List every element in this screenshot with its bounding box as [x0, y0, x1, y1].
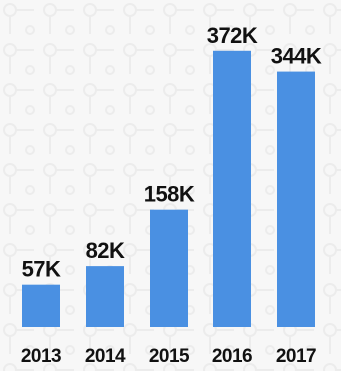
bars-group — [22, 50, 315, 327]
x-tick-label-2013: 2013 — [21, 346, 61, 367]
x-tick-label-2015: 2015 — [149, 346, 190, 367]
data-labels-group: 57K 82K 158K 372K 344K — [22, 23, 323, 282]
data-label-2014: 82K — [86, 238, 125, 263]
x-tick-label-2017: 2017 — [276, 346, 316, 367]
bar-2015 — [150, 209, 188, 327]
bar-2016 — [213, 50, 251, 327]
data-label-2016: 372K — [207, 23, 258, 48]
x-tick-label-2016: 2016 — [212, 346, 252, 367]
x-tick-label-2014: 2014 — [85, 346, 126, 367]
bar-2017 — [277, 71, 315, 327]
bar-2013 — [22, 284, 60, 327]
bar-2014 — [86, 266, 124, 327]
data-label-2015: 158K — [144, 182, 195, 207]
data-label-2013: 57K — [22, 257, 61, 282]
x-axis-ticks-group: 2013 2014 2015 2016 2017 — [21, 346, 317, 367]
data-label-2017: 344K — [271, 44, 322, 69]
